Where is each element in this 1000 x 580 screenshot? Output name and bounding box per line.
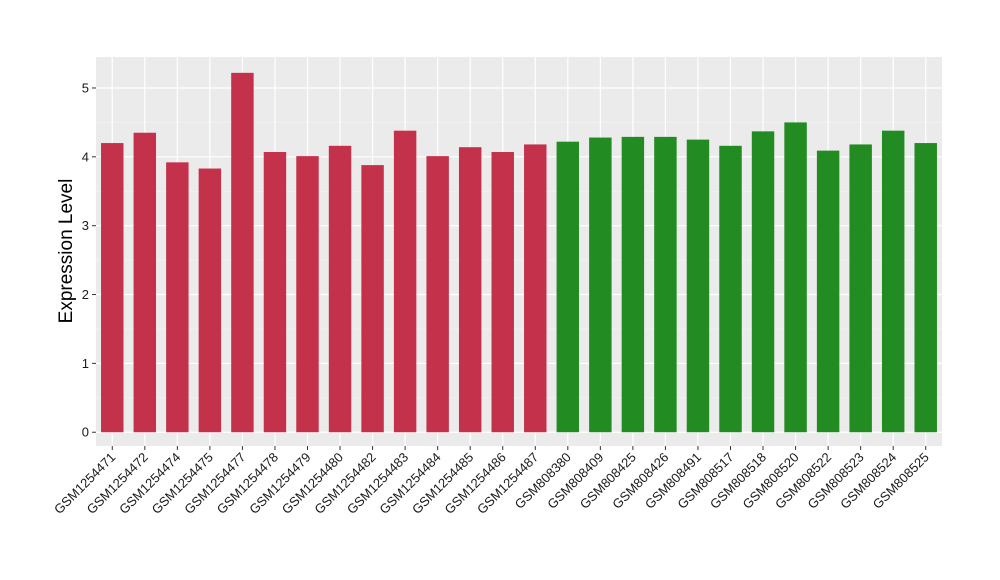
y-tick-label: 0 <box>82 425 89 440</box>
bar-GSM808380 <box>556 141 580 433</box>
bar-GSM808525 <box>914 143 937 433</box>
bar-GSM1254478 <box>263 152 287 433</box>
bar-GSM1254480 <box>328 145 352 433</box>
bar-GSM1254484 <box>426 156 449 433</box>
y-axis-title: Expression Level <box>56 179 77 324</box>
bar-GSM808524 <box>881 130 905 433</box>
bar-GSM808426 <box>654 136 677 433</box>
bar-GSM1254482 <box>361 165 384 433</box>
bars <box>101 72 937 433</box>
x-axis: GSM1254471GSM1254472GSM1254474GSM1254475… <box>51 446 932 517</box>
bar-GSM808523 <box>849 144 872 433</box>
bar-GSM808518 <box>751 131 775 433</box>
bar-GSM1254479 <box>296 156 319 433</box>
bar-GSM808425 <box>621 136 645 433</box>
bar-GSM1254474 <box>166 162 189 433</box>
bar-GSM1254485 <box>458 147 482 433</box>
bar-GSM1254477 <box>231 72 254 433</box>
bar-GSM1254487 <box>524 144 547 433</box>
y-tick-label: 3 <box>82 218 89 233</box>
bar-GSM808522 <box>816 150 840 433</box>
bar-GSM808517 <box>719 145 742 433</box>
bar-GSM1254483 <box>393 130 417 433</box>
y-tick-label: 2 <box>82 287 89 302</box>
bar-GSM808520 <box>784 122 807 433</box>
bar-GSM1254486 <box>491 152 514 433</box>
y-tick-label: 1 <box>82 356 89 371</box>
plot-panel <box>96 57 942 446</box>
bar-GSM808409 <box>589 137 612 433</box>
y-tick-label: 4 <box>82 149 89 164</box>
y-axis: 0 1 2 3 4 5 <box>82 80 96 440</box>
y-tick-label: 5 <box>82 80 89 95</box>
bar-GSM1254472 <box>133 132 157 433</box>
bar-GSM808491 <box>686 139 710 433</box>
bar-GSM1254471 <box>101 143 124 433</box>
bar-GSM1254475 <box>198 168 222 433</box>
